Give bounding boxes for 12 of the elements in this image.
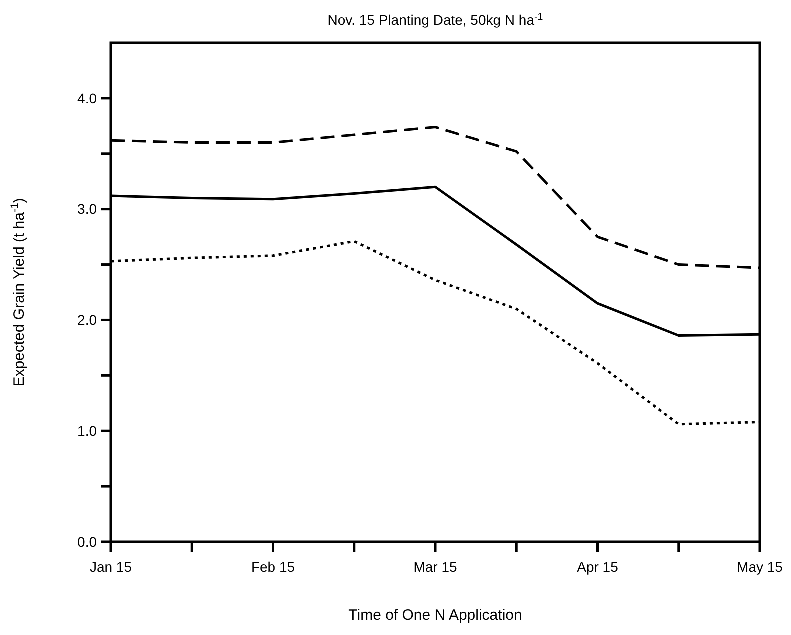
x-tick-label: Feb 15 [251, 559, 296, 575]
x-tick-label: Mar 15 [414, 559, 458, 575]
x-tick-label: May 15 [737, 559, 784, 575]
x-tick-label: Apr 15 [577, 559, 619, 575]
y-tick-label: 2.0 [78, 312, 98, 328]
y-tick-label: 1.0 [78, 423, 98, 440]
chart-title: Nov. 15 Planting Date, 50kg N ha$^{-1}$ [328, 12, 544, 28]
x-tick-label: Jan 15 [90, 559, 132, 575]
y-tick-label: 4.0 [78, 90, 98, 106]
y-tick-label: 0.0 [78, 534, 98, 550]
y-tick-label: 3.0 [78, 201, 98, 218]
x-axis-title: Time of One N Application [348, 607, 522, 624]
